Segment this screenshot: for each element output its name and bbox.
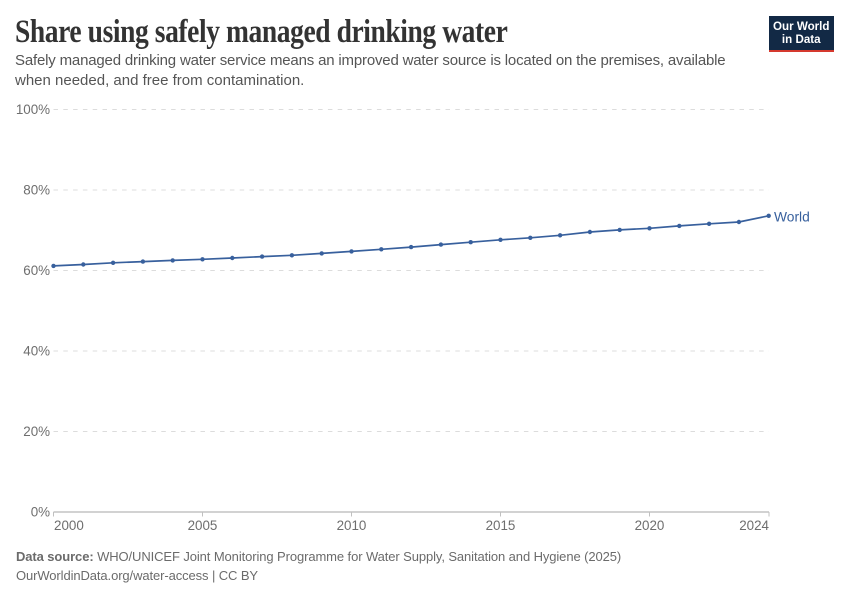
svg-text:2020: 2020 bbox=[635, 518, 665, 533]
svg-text:100%: 100% bbox=[16, 102, 50, 117]
svg-text:2024: 2024 bbox=[739, 518, 769, 533]
svg-text:60%: 60% bbox=[23, 263, 50, 278]
svg-text:80%: 80% bbox=[23, 183, 50, 198]
svg-text:2000: 2000 bbox=[54, 518, 84, 533]
svg-text:40%: 40% bbox=[23, 344, 50, 359]
svg-text:2015: 2015 bbox=[486, 518, 516, 533]
svg-text:20%: 20% bbox=[23, 424, 50, 439]
svg-text:0%: 0% bbox=[31, 505, 50, 520]
svg-text:World: World bbox=[774, 209, 810, 224]
svg-text:2005: 2005 bbox=[188, 518, 218, 533]
svg-text:2010: 2010 bbox=[337, 518, 367, 533]
